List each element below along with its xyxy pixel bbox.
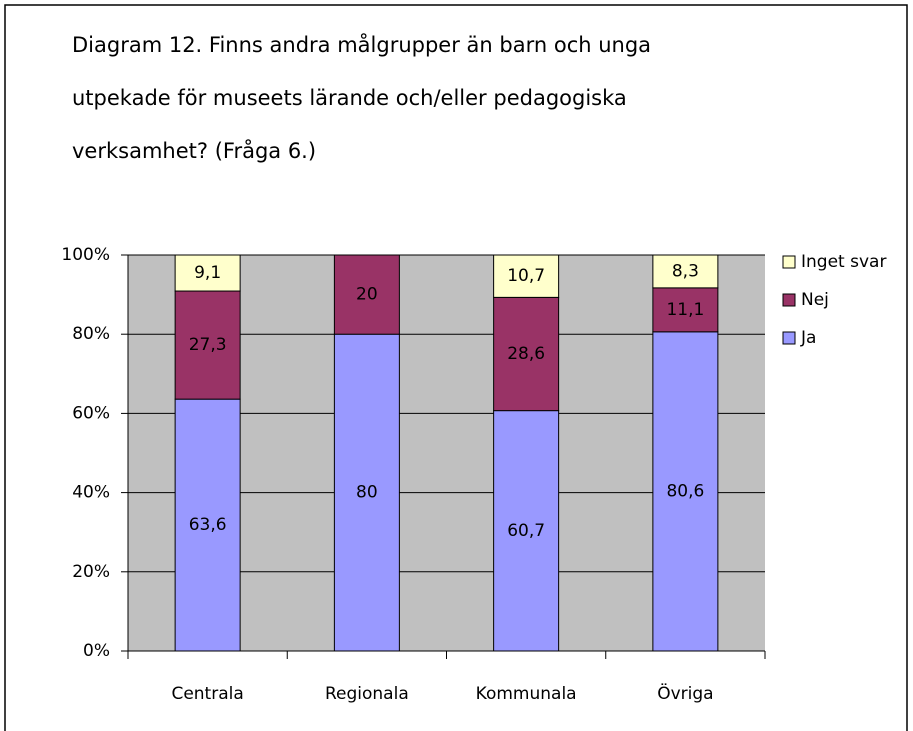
data-label: 27,3	[189, 335, 227, 355]
y-tick-label: 20%	[72, 562, 110, 582]
bar-segment	[333, 254, 400, 335]
bar-segment	[652, 331, 719, 652]
data-label: 80	[356, 483, 378, 503]
chart-title: verksamhet? (Fråga 6.)	[72, 138, 316, 163]
data-label: 20	[356, 285, 378, 305]
chart-title: utpekade för museets lärande och/eller p…	[72, 86, 627, 110]
data-label: 63,6	[189, 515, 227, 535]
legend-label: Nej	[801, 290, 829, 310]
data-label: 80,6	[666, 481, 704, 501]
data-label: 8,3	[672, 261, 699, 281]
y-tick-label: 60%	[72, 403, 110, 423]
chart-title: Diagram 12. Finns andra målgrupper än ba…	[72, 32, 651, 57]
y-tick-label: 40%	[72, 483, 110, 503]
bar-segment	[652, 287, 719, 333]
bar-segment	[493, 410, 560, 652]
x-tick-label: Övriga	[657, 682, 713, 704]
data-label: 60,7	[507, 521, 545, 541]
bar-segment	[493, 254, 560, 298]
legend-swatch	[782, 331, 796, 345]
y-tick-label: 100%	[61, 245, 110, 265]
data-label: 28,6	[507, 344, 545, 364]
bar-segment	[174, 398, 241, 652]
bar-segment	[174, 290, 241, 400]
y-tick-label: 0%	[83, 641, 110, 661]
bar-segment	[333, 333, 400, 652]
bar-segment	[174, 254, 241, 292]
y-tick-label: 80%	[72, 324, 110, 344]
data-label: 10,7	[507, 266, 545, 286]
legend-label: Ja	[800, 328, 816, 348]
legend-swatch	[782, 293, 796, 307]
bar-segment	[493, 296, 560, 412]
x-tick-label: Centrala	[171, 684, 243, 704]
legend-swatch	[782, 255, 796, 269]
x-tick-label: Kommunala	[476, 684, 577, 704]
bar-segment	[652, 254, 719, 289]
x-tick-label: Regionala	[325, 684, 409, 704]
data-label: 11,1	[666, 300, 704, 320]
data-label: 9,1	[194, 263, 221, 283]
legend-label: Inget svar	[801, 252, 886, 272]
